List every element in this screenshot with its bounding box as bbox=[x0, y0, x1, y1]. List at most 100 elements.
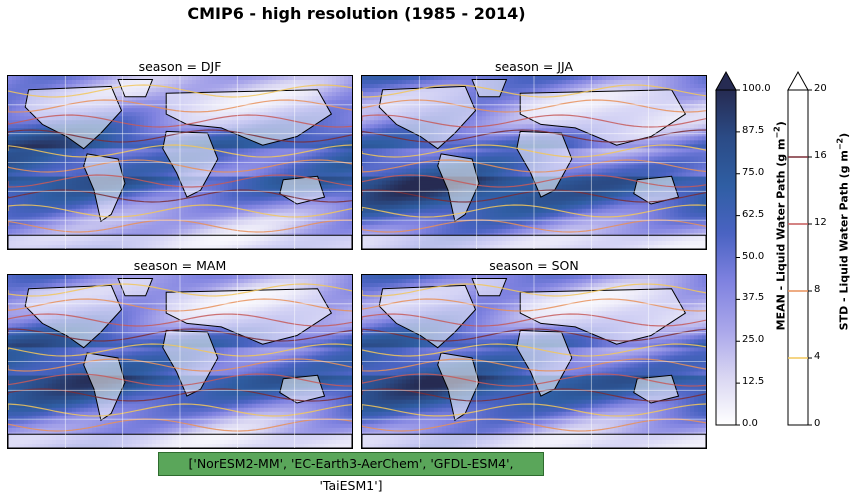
field-cell bbox=[196, 225, 200, 229]
field-cell bbox=[694, 112, 698, 116]
field-cell bbox=[204, 76, 208, 80]
field-cell bbox=[104, 132, 108, 136]
field-cell bbox=[52, 221, 56, 225]
field-cell bbox=[128, 128, 132, 132]
field-cell bbox=[20, 140, 24, 144]
field-cell bbox=[140, 108, 144, 112]
field-cell bbox=[172, 173, 176, 177]
field-cell bbox=[8, 193, 12, 197]
field-cell bbox=[48, 213, 52, 217]
field-cell bbox=[260, 197, 264, 201]
field-cell bbox=[228, 193, 232, 197]
field-cell bbox=[236, 144, 240, 148]
field-cell bbox=[264, 80, 268, 84]
field-cell bbox=[340, 120, 344, 124]
field-cell bbox=[156, 193, 160, 197]
field-cell bbox=[394, 80, 398, 84]
field-cell bbox=[84, 201, 88, 205]
field-cell bbox=[268, 205, 272, 209]
field-cell bbox=[136, 128, 140, 132]
field-cell bbox=[164, 205, 168, 209]
field-cell bbox=[574, 84, 578, 88]
field-cell bbox=[140, 217, 144, 221]
field-cell bbox=[506, 100, 510, 104]
field-cell bbox=[116, 229, 120, 233]
field-cell bbox=[12, 124, 16, 128]
field-cell bbox=[188, 76, 192, 80]
field-cell bbox=[324, 120, 328, 124]
field-cell bbox=[622, 80, 626, 84]
field-cell bbox=[152, 197, 156, 201]
field-cell bbox=[690, 96, 694, 100]
field-cell bbox=[490, 120, 494, 124]
field-cell bbox=[40, 213, 44, 217]
field-cell bbox=[224, 144, 228, 148]
field-cell bbox=[328, 189, 332, 193]
field-cell bbox=[36, 136, 40, 140]
field-cell bbox=[438, 80, 442, 84]
field-cell bbox=[370, 88, 374, 92]
field-cell bbox=[386, 128, 390, 132]
field-cell bbox=[300, 144, 304, 148]
field-cell bbox=[212, 217, 216, 221]
field-cell bbox=[168, 189, 172, 193]
field-cell bbox=[160, 193, 164, 197]
field-cell bbox=[152, 213, 156, 217]
field-cell bbox=[490, 100, 494, 104]
field-cell bbox=[268, 144, 272, 148]
field-cell bbox=[24, 197, 28, 201]
field-cell bbox=[260, 148, 264, 152]
field-cell bbox=[622, 76, 626, 80]
field-cell bbox=[84, 205, 88, 209]
field-cell bbox=[188, 213, 192, 217]
field-cell bbox=[348, 112, 352, 116]
field-cell bbox=[136, 193, 140, 197]
field-cell bbox=[92, 217, 96, 221]
field-cell bbox=[56, 193, 60, 197]
field-cell bbox=[324, 92, 328, 96]
field-cell bbox=[414, 76, 418, 80]
field-cell bbox=[216, 84, 220, 88]
field-cell bbox=[200, 76, 204, 80]
field-cell bbox=[268, 225, 272, 229]
field-cell bbox=[332, 76, 336, 80]
field-cell bbox=[510, 80, 514, 84]
field-cell bbox=[336, 128, 340, 132]
field-cell bbox=[20, 124, 24, 128]
field-cell bbox=[168, 169, 172, 173]
field-cell bbox=[52, 201, 56, 205]
field-cell bbox=[344, 197, 348, 201]
field-cell bbox=[156, 229, 160, 233]
field-cell bbox=[172, 120, 176, 124]
field-cell bbox=[24, 213, 28, 217]
field-cell bbox=[216, 144, 220, 148]
field-cell bbox=[12, 181, 16, 185]
field-cell bbox=[256, 225, 260, 229]
field-cell bbox=[40, 132, 44, 136]
field-cell bbox=[16, 132, 20, 136]
field-cell bbox=[300, 80, 304, 84]
field-cell bbox=[20, 165, 24, 169]
field-cell bbox=[92, 148, 96, 152]
field-cell bbox=[566, 80, 570, 84]
field-cell bbox=[80, 185, 84, 189]
field-cell bbox=[56, 156, 60, 160]
field-cell bbox=[362, 124, 366, 128]
field-cell bbox=[264, 225, 268, 229]
field-cell bbox=[116, 148, 120, 152]
field-cell bbox=[566, 128, 570, 132]
field-cell bbox=[260, 76, 264, 80]
field-cell bbox=[48, 173, 52, 177]
field-cell bbox=[196, 197, 200, 201]
field-cell bbox=[120, 112, 124, 116]
field-cell bbox=[394, 132, 398, 136]
field-cell bbox=[332, 128, 336, 132]
field-cell bbox=[168, 173, 172, 177]
field-cell bbox=[44, 165, 48, 169]
field-cell bbox=[132, 128, 136, 132]
field-cell bbox=[284, 209, 288, 213]
field-cell bbox=[16, 217, 20, 221]
field-cell bbox=[332, 80, 336, 84]
field-cell bbox=[68, 185, 72, 189]
field-cell bbox=[48, 165, 52, 169]
